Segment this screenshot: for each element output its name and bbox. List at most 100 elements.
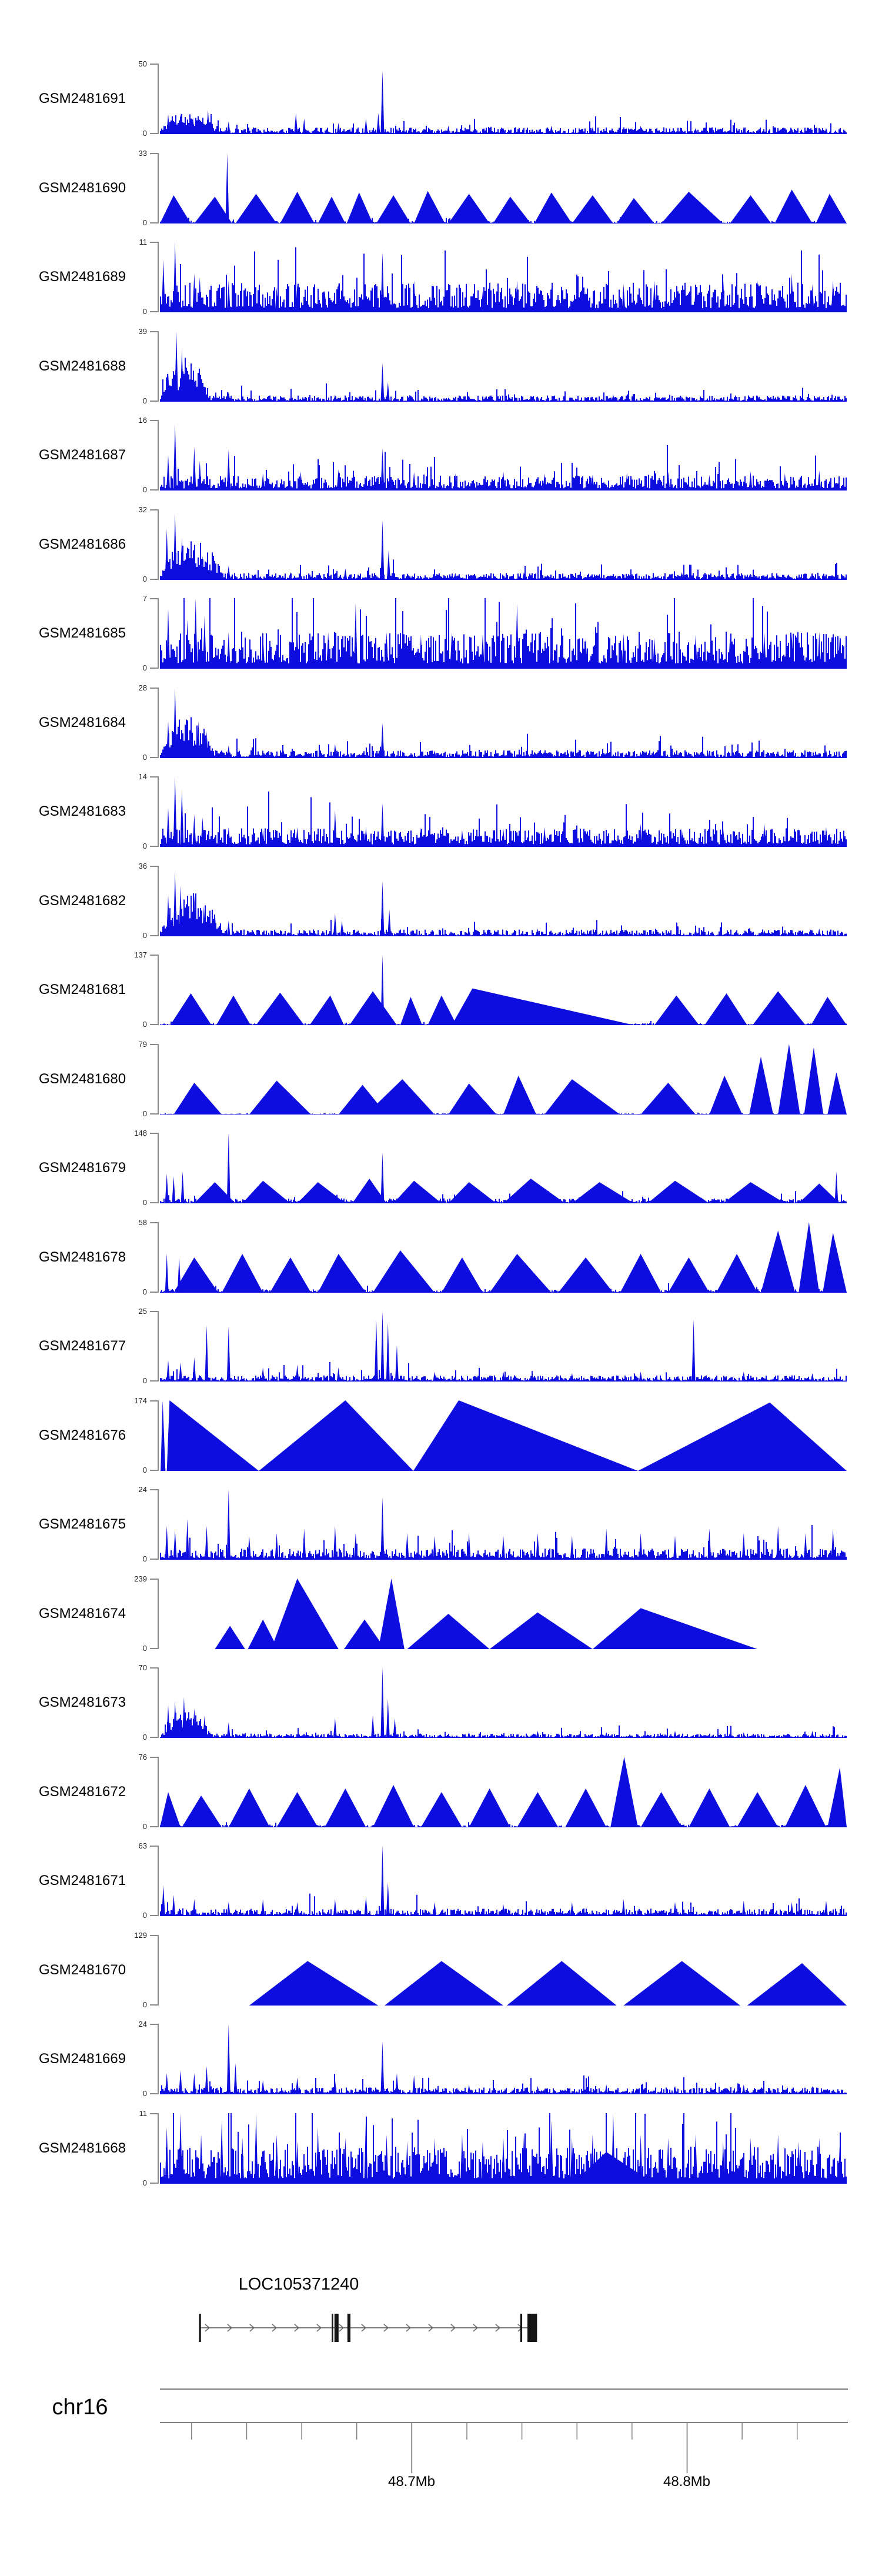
coverage-spike: [817, 2138, 821, 2184]
coverage-spike: [226, 449, 230, 490]
coverage-spike: [604, 1529, 609, 1560]
coverage-spike: [762, 930, 766, 936]
coverage-signal-plot: [215, 1579, 758, 1649]
track-label: GSM2481689: [38, 269, 126, 285]
coverage-spike: [536, 2086, 540, 2094]
coverage-spike: [460, 830, 464, 847]
y-axis-top-tick: [150, 2024, 159, 2025]
coverage-spike: [460, 2134, 464, 2184]
coverage-signal-plot: [160, 1222, 847, 1293]
coverage-triangle: [420, 1792, 462, 1827]
coverage-spike: [652, 281, 656, 312]
y-max-label: 7: [142, 594, 147, 603]
y-axis-bottom-tick: [150, 2093, 159, 2094]
y-axis-top-tick: [150, 242, 159, 243]
y-max-label: 36: [138, 862, 147, 870]
track-row: GSM2481674 239 0: [0, 1574, 882, 1653]
coverage-triangle: [572, 195, 613, 223]
coverage-spike: [817, 471, 821, 490]
coverage-spike: [502, 471, 505, 490]
coverage-spike: [380, 1152, 385, 1203]
coverage-spike: [776, 2134, 780, 2184]
coverage-spike: [192, 814, 196, 847]
coverage-spike: [295, 827, 299, 847]
coverage-triangle: [441, 1257, 483, 1293]
track-label: GSM2481671: [38, 1873, 126, 1888]
y-max-label: 137: [134, 950, 147, 959]
coverage-spike: [776, 752, 780, 758]
coverage-triangle: [804, 1047, 824, 1115]
coverage-histogram: [160, 1524, 847, 1560]
coverage-spike: [604, 2084, 609, 2094]
coverage-spike: [380, 1667, 385, 1738]
coverage-spike: [380, 955, 385, 1025]
coverage-spike: [783, 473, 787, 490]
track-label: GSM2481670: [38, 1962, 126, 1978]
coverage-signal-plot: [160, 1133, 847, 1203]
coverage-triangle: [256, 992, 305, 1025]
y-max-label: 58: [138, 1218, 147, 1227]
coverage-spike: [333, 810, 337, 847]
coverage-signal-plot: [160, 1044, 847, 1115]
coverage-spike: [179, 885, 183, 936]
coverage-histogram: [160, 247, 847, 312]
coverage-spike: [323, 291, 327, 312]
coverage-spike: [226, 1489, 230, 1560]
coverage-spike: [226, 281, 230, 312]
y-axis-top-tick: [150, 153, 159, 154]
coverage-signal-plot: [160, 688, 847, 758]
coverage-spike: [652, 638, 656, 669]
coverage-triangle: [448, 1083, 497, 1115]
y-max-label: 24: [138, 2020, 147, 2028]
coverage-spike: [166, 1360, 171, 1382]
y-axis-bottom-tick: [150, 1470, 159, 1471]
coverage-spike: [680, 828, 684, 847]
coverage-spike: [536, 396, 540, 402]
track-label: GSM2481679: [38, 1160, 126, 1176]
coverage-spike: [385, 2134, 389, 2184]
y-axis-bottom-tick: [150, 579, 159, 580]
coverage-spike: [502, 1536, 505, 1560]
coverage-spike: [192, 2073, 196, 2094]
coverage-spike: [380, 71, 385, 134]
coverage-spike: [380, 2041, 385, 2094]
coverage-spike: [201, 817, 205, 847]
coverage-triangle: [160, 1792, 181, 1827]
track-row: GSM2481669 24 0: [0, 2020, 882, 2098]
coverage-spike: [604, 930, 609, 936]
coverage-spike: [622, 633, 626, 669]
axis-tick-label: 48.8Mb: [663, 2474, 711, 2490]
coverage-triangle: [297, 1182, 346, 1203]
coverage-triangle: [823, 1233, 847, 1293]
coverage-spike: [386, 550, 390, 580]
coverage-spike: [261, 635, 265, 669]
coverage-spike: [721, 827, 725, 847]
coverage-spike: [707, 475, 711, 490]
y-max-label: 70: [138, 1663, 147, 1672]
y-zero-label: 0: [142, 575, 147, 583]
coverage-triangle: [173, 1083, 222, 1115]
y-axis-top-tick: [150, 1757, 159, 1758]
coverage-spike: [604, 1732, 609, 1738]
coverage-spike: [261, 1899, 265, 1916]
coverage-spike: [336, 1367, 340, 1382]
track-label: GSM2481680: [38, 1071, 126, 1087]
y-axis-line: [158, 1846, 159, 1916]
y-max-label: 39: [138, 327, 147, 336]
coverage-spike: [261, 2080, 265, 2094]
coverage-triangle: [352, 1179, 387, 1203]
y-axis-top-tick: [150, 1667, 159, 1669]
coverage-spike: [467, 930, 471, 936]
coverage-spike: [364, 2113, 368, 2184]
coverage-triangle: [160, 195, 191, 223]
coverage-triangle: [716, 1254, 758, 1293]
coverage-triangle: [610, 1757, 638, 1827]
coverage-spike: [353, 1533, 358, 1560]
strand-direction-arrow-icon: [361, 2324, 367, 2332]
coverage-spike: [502, 1904, 505, 1916]
coverage-spike: [680, 572, 684, 580]
strand-direction-arrow-icon: [227, 2324, 233, 2332]
gene-exon: [199, 2314, 201, 2342]
y-axis-bottom-tick: [150, 133, 159, 134]
